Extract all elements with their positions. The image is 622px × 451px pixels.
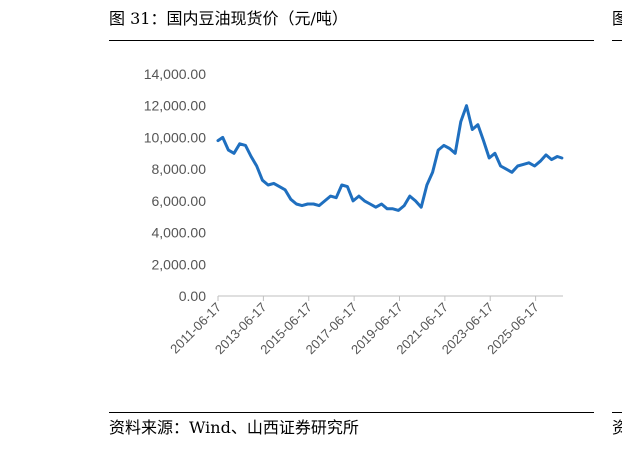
y-tick-label: 10,000.00 bbox=[144, 129, 206, 145]
figure-source: 资料来源：Wind、山西证券研究所 bbox=[109, 418, 359, 437]
y-tick-label: 0.00 bbox=[179, 288, 206, 304]
y-tick-labels: 0.00 2,000.00 4,000.00 6,000.00 8,000.00 10,0… bbox=[144, 66, 207, 304]
neighbor-source-rule bbox=[612, 412, 622, 413]
series bbox=[216, 104, 564, 212]
neighbor-source-fragment: 资 bbox=[612, 418, 622, 437]
y-tick-label: 2,000.00 bbox=[152, 256, 207, 272]
neighbor-figure-title-fragment: 图 bbox=[612, 9, 622, 28]
series-line bbox=[216, 104, 564, 212]
y-tick-label: 14,000.00 bbox=[144, 66, 206, 82]
y-tick-label: 6,000.00 bbox=[152, 193, 207, 209]
title-rule bbox=[109, 40, 594, 41]
axes bbox=[217, 295, 563, 301]
y-tick-label: 12,000.00 bbox=[144, 98, 206, 114]
y-tick-label: 8,000.00 bbox=[152, 161, 207, 177]
x-tick-labels: 2011-06-172013-06-172015-06-172017-06-17… bbox=[167, 300, 542, 358]
figure-title: 图 31：国内豆油现货价（元/吨） bbox=[109, 9, 348, 28]
source-rule bbox=[109, 412, 594, 413]
neighbor-title-rule bbox=[612, 40, 622, 41]
y-tick-label: 4,000.00 bbox=[152, 225, 207, 241]
